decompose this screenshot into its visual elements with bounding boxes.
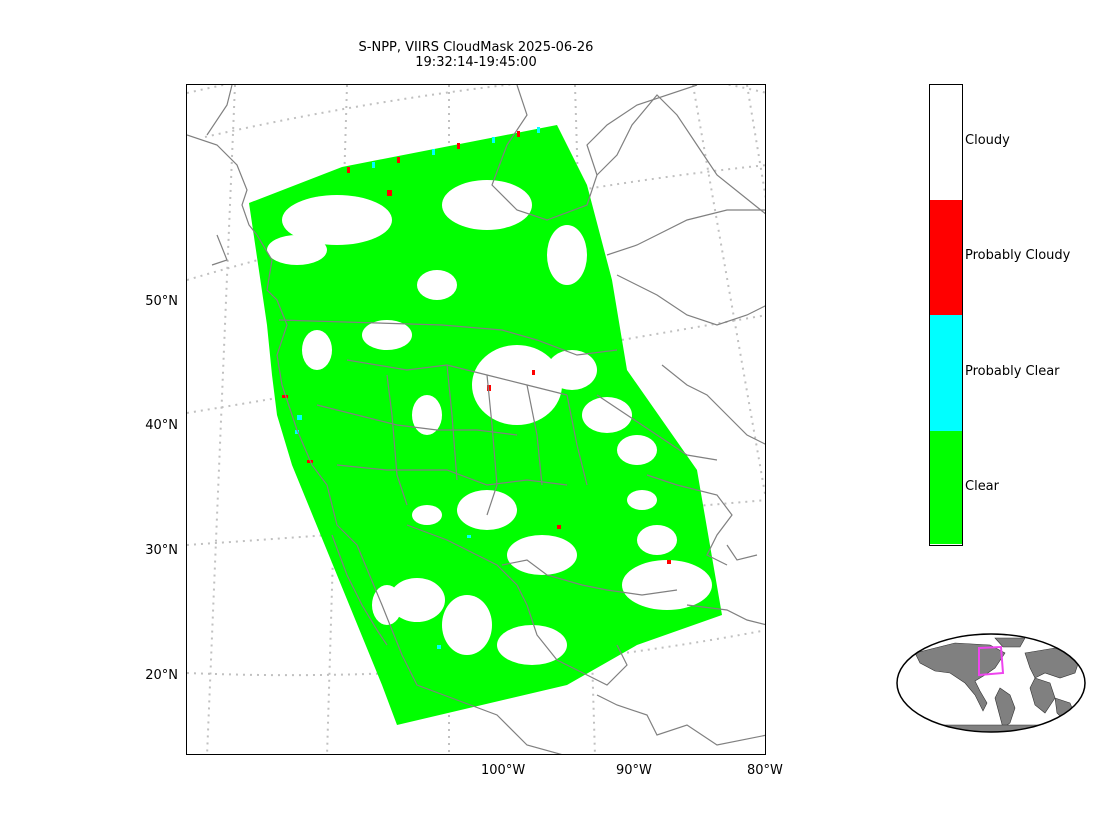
colorbar-segment-clear bbox=[930, 431, 962, 544]
cloudmask-swath bbox=[249, 125, 722, 725]
lat-label-40n: 40°N bbox=[145, 418, 178, 433]
colorbar-label-probably-clear: Probably Clear bbox=[965, 364, 1060, 379]
coastlines-and-borders bbox=[187, 85, 765, 754]
title-line-2: 19:32:14-19:45:00 bbox=[415, 55, 537, 70]
colorbar-label-clear: Clear bbox=[965, 479, 999, 494]
globe-overview-icon bbox=[895, 633, 1087, 733]
colorbar-label-probably-cloudy: Probably Cloudy bbox=[965, 248, 1071, 263]
colorbar-segment-probably-cloudy bbox=[930, 200, 962, 315]
colorbar-label-cloudy: Cloudy bbox=[965, 133, 1010, 148]
chart-title: S-NPP, VIIRS CloudMask 2025-06-26 19:32:… bbox=[186, 40, 766, 70]
lon-label-100w: 100°W bbox=[481, 763, 526, 778]
map-panel[interactable] bbox=[186, 84, 766, 755]
colorbar-segment-probably-clear bbox=[930, 315, 962, 431]
lat-label-50n: 50°N bbox=[145, 294, 178, 309]
title-line-1: S-NPP, VIIRS CloudMask 2025-06-26 bbox=[358, 40, 594, 55]
lon-label-90w: 90°W bbox=[616, 763, 652, 778]
lat-label-20n: 20°N bbox=[145, 668, 178, 683]
lat-label-30n: 30°N bbox=[145, 543, 178, 558]
colorbar bbox=[929, 84, 963, 546]
map-canvas bbox=[187, 85, 765, 754]
lon-label-80w: 80°W bbox=[747, 763, 783, 778]
colorbar-segment-cloudy bbox=[930, 85, 962, 200]
